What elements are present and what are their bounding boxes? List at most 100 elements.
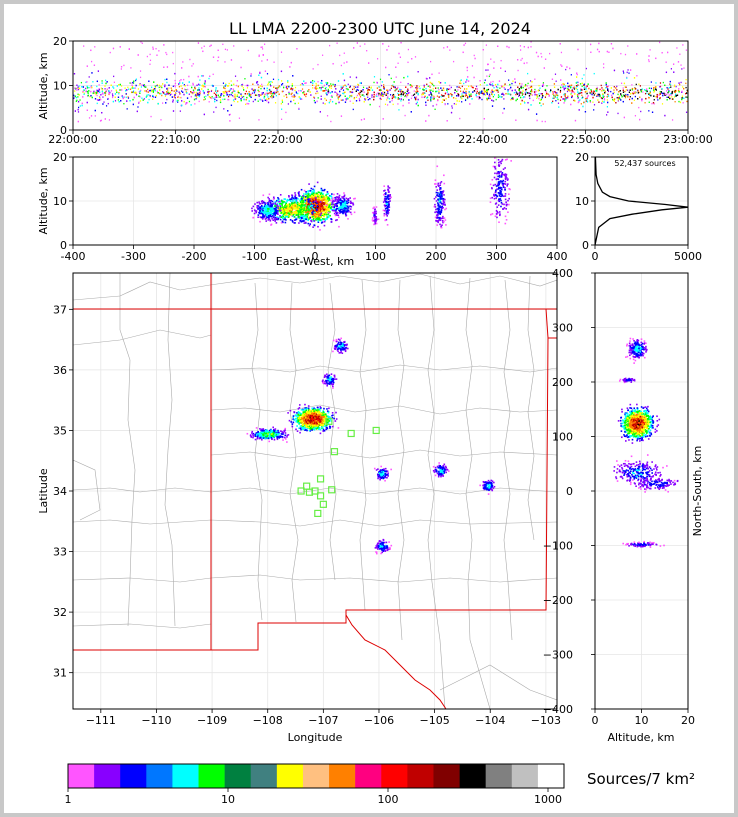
ew-height-source-point [326, 191, 329, 193]
time-height-source-point [191, 65, 193, 67]
time-height-source-point [364, 98, 366, 100]
time-height-source-point [91, 86, 93, 89]
ew-height-source-point [308, 206, 311, 209]
time-height-source-point [230, 88, 232, 90]
ew-height-source-point [310, 219, 313, 221]
time-height-source-point [248, 100, 250, 102]
time-height-source-point [645, 89, 647, 92]
ew-height-source-point [314, 198, 317, 200]
time-height-source-point [145, 96, 147, 98]
time-height-source-point [449, 49, 451, 51]
time-height-source-point [632, 93, 634, 95]
time-height-source-point [464, 99, 467, 102]
time-height-source-point [144, 86, 146, 88]
time-height-source-point [520, 59, 522, 61]
time-height-source-point [83, 93, 85, 95]
ew-height-source-point [306, 199, 309, 201]
time-height-source-point [138, 101, 140, 103]
time-height-source-point [656, 96, 658, 99]
time-height-source-point [447, 103, 449, 105]
time-height-source-point [106, 81, 108, 83]
ew-height-source-point [286, 200, 288, 203]
time-height-source-point [564, 95, 566, 97]
ew-height-source-point [293, 198, 296, 200]
time-height-source-point [336, 42, 338, 44]
time-height-source-point [648, 87, 651, 89]
ew-height-source-point [299, 215, 302, 218]
ew-height-source-point [277, 210, 280, 213]
time-height-source-point [569, 84, 571, 87]
time-height-source-point [466, 95, 469, 98]
time-height-source-point [157, 92, 159, 94]
time-height-source-point [371, 94, 373, 96]
time-height-source-point [166, 78, 168, 80]
ew-height-source-point [313, 204, 315, 207]
time-height-source-point [267, 82, 269, 85]
ew-height-source-point [268, 198, 270, 200]
ew-height-source-point [328, 204, 331, 207]
time-height-source-point [172, 101, 174, 103]
time-height-source-point [456, 95, 458, 97]
ew-height-source-point [324, 202, 327, 204]
ew-height-source-point [323, 198, 325, 201]
ew-height-source-point [297, 198, 299, 200]
time-height-source-point [375, 93, 378, 95]
time-height-source-point [86, 109, 88, 111]
time-height-source-point [552, 91, 554, 93]
time-height-source-point [340, 86, 342, 88]
time-height-source-point [201, 85, 203, 87]
ew-height-source-point [282, 211, 285, 214]
ew-height-source-point [313, 185, 316, 188]
time-height-source-point [685, 92, 687, 95]
time-height-source-point [125, 93, 127, 95]
time-height-source-point [174, 84, 176, 87]
time-height-source-point [449, 84, 451, 87]
time-height-source-point [359, 91, 361, 94]
time-height-source-point [681, 91, 683, 93]
time-height-source-point [478, 92, 480, 94]
time-height-source-point [332, 83, 334, 86]
time-height-source-point [159, 89, 161, 91]
ew-height-source-point [288, 207, 290, 210]
time-height-source-point [231, 94, 234, 97]
time-height-source-point [580, 89, 582, 92]
ew-height-source-point [319, 197, 321, 199]
time-height-source-point [252, 89, 255, 92]
ew-height-source-point [293, 211, 295, 213]
time-height-source-point [486, 84, 488, 86]
time-height-source-point [563, 83, 565, 86]
time-height-source-point [214, 98, 216, 101]
time-height-source-point [521, 57, 523, 60]
time-height-source-point [397, 94, 400, 96]
ew-height-source-point [333, 206, 336, 209]
time-height-source-point [264, 70, 267, 72]
time-height-source-point [373, 81, 375, 84]
time-height-source-point [227, 98, 229, 101]
ew-height-source-point [327, 204, 330, 207]
ew-height-source-point [315, 195, 318, 198]
time-height-source-point [500, 85, 503, 87]
time-height-source-point [560, 86, 562, 89]
time-height-source-point [134, 87, 136, 89]
time-height-source-point [574, 119, 577, 122]
time-height-source-point [476, 92, 478, 94]
time-height-source-point [552, 100, 554, 103]
ew-height-source-point [308, 208, 310, 211]
ew-height-source-point [269, 214, 272, 217]
time-height-source-point [129, 88, 132, 90]
time-height-source-point [127, 86, 129, 89]
time-height-source-point [383, 84, 385, 86]
time-height-source-point [335, 92, 338, 94]
time-height-source-point [612, 98, 614, 101]
time-height-source-point [387, 92, 389, 95]
time-height-source-point [257, 89, 259, 92]
time-height-source-point [198, 87, 200, 89]
time-height-source-point [491, 99, 493, 102]
time-height-source-point [573, 91, 575, 94]
ew-height-source-point [331, 193, 333, 195]
time-height-source-point [641, 98, 643, 100]
time-height-source-point [510, 98, 512, 101]
ew-height-source-point [306, 205, 308, 207]
time-height-source-point [662, 94, 664, 97]
time-height-source-point [617, 97, 620, 99]
